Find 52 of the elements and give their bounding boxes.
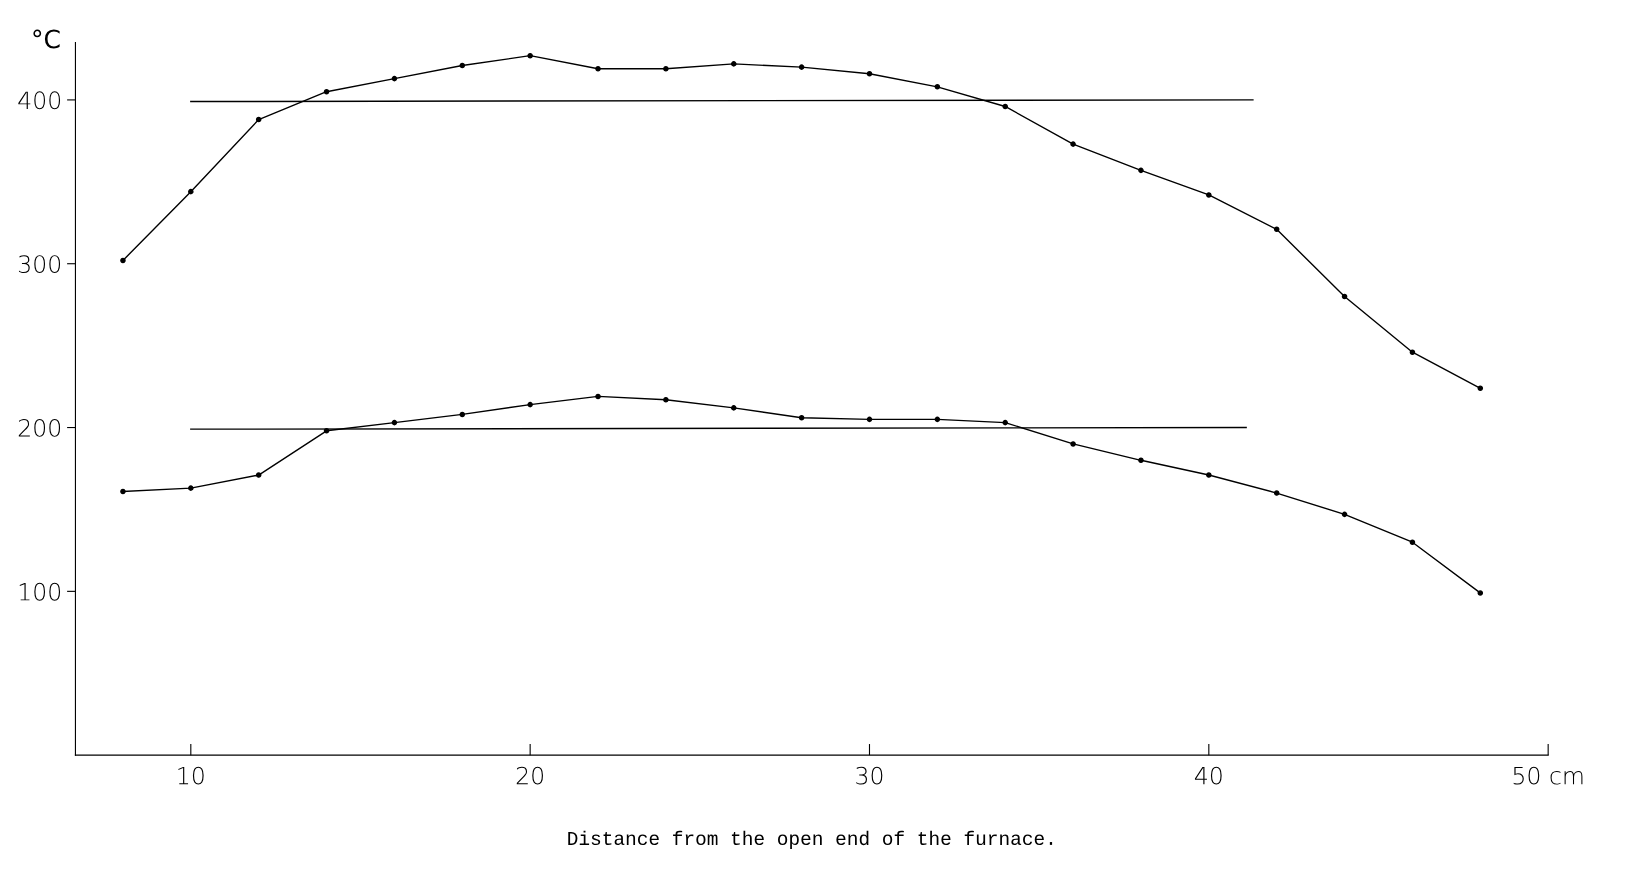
point [323,88,330,95]
point [527,52,533,59]
point [1206,472,1212,478]
point [1070,141,1076,147]
point [1341,293,1348,300]
point [391,75,398,82]
point [188,485,194,491]
point [391,419,398,426]
point [120,257,126,264]
x-tick-label: 40 [1194,766,1222,785]
point [120,488,126,495]
point [595,393,601,400]
point [798,414,805,421]
point [188,188,194,195]
y-tick-label: 100 [19,582,61,601]
point [1138,457,1144,464]
point [1138,167,1144,174]
point [663,66,669,72]
point [1070,441,1076,447]
point [1002,419,1009,426]
point [459,411,466,418]
point [730,61,737,67]
point [1273,490,1280,496]
point [663,396,669,403]
point [1477,590,1484,596]
point [1409,539,1416,545]
point [866,416,873,423]
x-tick-label: 50 cm [1513,766,1583,785]
y-tick-label: 400 [18,91,61,110]
point [595,66,601,72]
point [1341,511,1348,518]
y-axis-title: °C [33,29,60,49]
point [1477,385,1484,392]
point [1206,192,1212,198]
y-tick-label: 200 [18,418,61,437]
x-tick-label: 20 [516,766,543,785]
point [1002,103,1009,110]
point [798,64,805,70]
point [255,472,262,478]
point [934,84,941,90]
x-axis-title: Distance from the open end of the furnace. [568,830,1053,849]
point [1273,226,1280,233]
point [1409,349,1416,355]
point [459,62,466,69]
y-tick-label: 300 [18,255,61,274]
x-tick-label: 30 [856,766,883,785]
point [527,401,533,408]
x-tick-label: 10 [178,766,204,785]
point [934,416,941,423]
point [730,405,737,411]
point [255,116,262,123]
point [866,70,873,77]
